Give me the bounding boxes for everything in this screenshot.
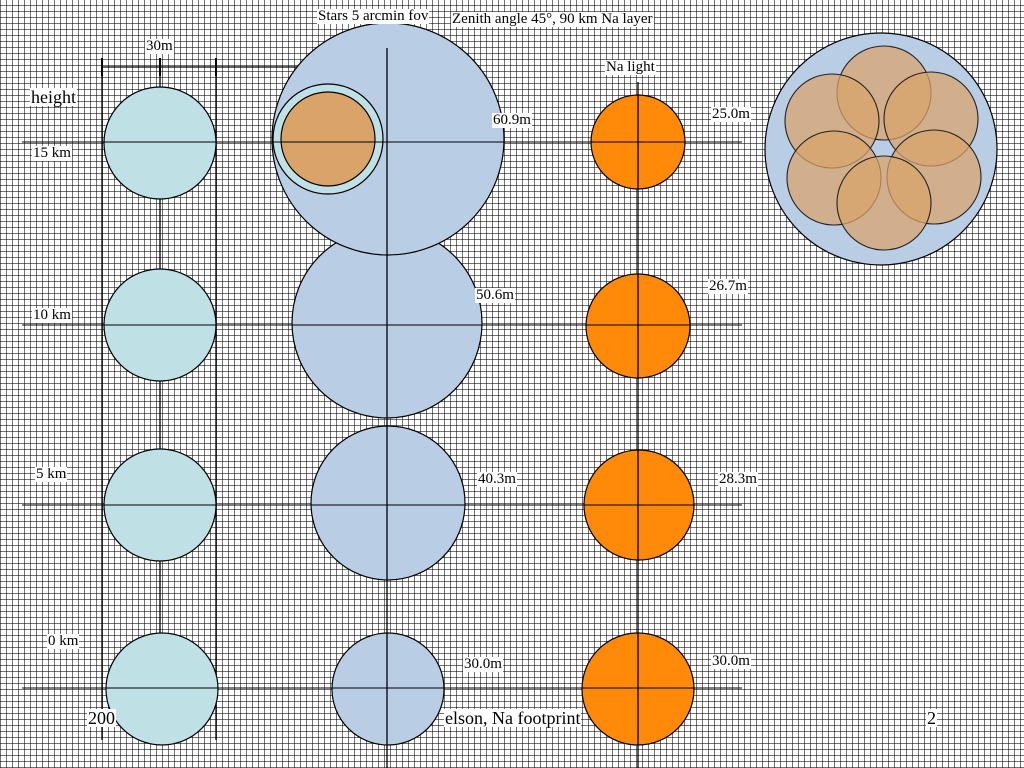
na-footprint-label-0km: 30.0m [711, 653, 751, 669]
height-label-0km: 0 km [47, 633, 80, 649]
height-label-5km: 5 km [35, 466, 68, 482]
star-footprint-0km [331, 632, 445, 746]
na-footprint-label-15km: 25.0m [711, 106, 751, 122]
height-axis-label: height [30, 87, 77, 107]
footer-date: 200 [87, 708, 116, 728]
aperture-footprint-0km [105, 632, 219, 746]
title-zenith-angle: Zenith angle 45°, 90 km Na layer [451, 11, 654, 27]
page-number: 2 [926, 708, 937, 728]
height-label-15km: 15 km [32, 145, 72, 161]
laser-star-footprints [784, 45, 982, 251]
na-overlap-footprint [280, 91, 376, 187]
star-footprint-5km [310, 425, 466, 581]
title-stars-fov: Stars 5 arcmin fov [317, 8, 430, 24]
aperture-footprint-15km [103, 86, 217, 200]
na-light-label: Na light [605, 59, 656, 75]
scale-bar-label: 30m [145, 38, 174, 54]
laser-footprint-bottom [836, 155, 932, 251]
na-footprint-label-10km: 26.7m [708, 278, 748, 294]
na-footprint-label-5km: 28.3m [718, 471, 758, 487]
star-footprint-label-15km: 60.9m [492, 112, 532, 128]
star-footprint-label-0km: 30.0m [463, 656, 503, 672]
star-footprint-label-10km: 50.6m [475, 287, 515, 303]
height-label-10km: 10 km [32, 307, 72, 323]
footer-title: elson, Na footprint [444, 708, 582, 728]
star-footprint-label-5km: 40.3m [477, 471, 517, 487]
